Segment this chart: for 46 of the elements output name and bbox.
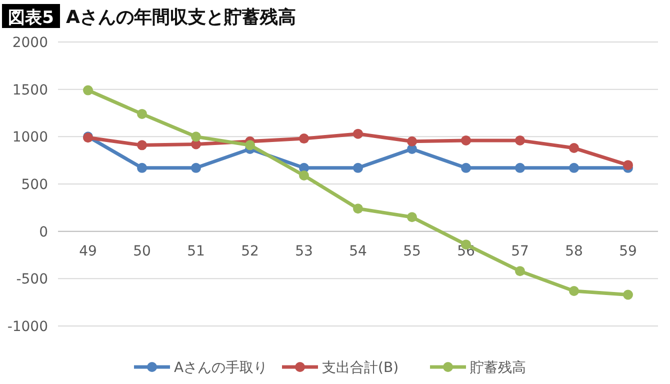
chart-title: Aさんの年間収支と貯蓄残高 [66, 7, 296, 28]
point [137, 108, 147, 119]
x-tick-label: 51 [187, 243, 205, 260]
x-tick-label: 59 [619, 243, 637, 260]
point [569, 162, 579, 173]
point [515, 135, 525, 146]
point [623, 160, 633, 170]
point [569, 286, 579, 296]
point [191, 162, 201, 173]
point [623, 290, 633, 300]
x-tick-label: 54 [349, 243, 367, 260]
point [407, 136, 417, 146]
y-tick-label: -1000 [7, 319, 48, 335]
point [191, 132, 201, 142]
y-tick-label: 0 [39, 224, 48, 240]
x-tick-label: 52 [241, 243, 259, 260]
point [83, 85, 93, 96]
point [299, 134, 309, 144]
point [353, 128, 363, 139]
point [353, 204, 363, 214]
text: 図表5 [8, 8, 54, 28]
x-tick-label: 49 [79, 243, 97, 260]
y-tick-label: 500 [21, 177, 48, 193]
point [245, 140, 255, 150]
legend-label: 貯蓄残高 [470, 360, 526, 376]
legend-label: Aさんの手取り [174, 360, 268, 376]
x-tick-label: 58 [565, 243, 583, 260]
x-tick-label: 55 [403, 243, 421, 260]
point [515, 162, 525, 173]
x-tick-label: 57 [511, 243, 529, 260]
point [137, 162, 147, 173]
y-tick-label: 2000 [12, 35, 48, 51]
point [461, 135, 471, 146]
point [137, 140, 147, 150]
y-tick-label: 1000 [12, 130, 48, 146]
y-tick-label: 1500 [12, 82, 48, 98]
x-tick-label: 53 [295, 243, 313, 260]
point [407, 212, 417, 222]
point [353, 162, 363, 173]
point [515, 266, 525, 276]
point [569, 143, 579, 154]
y-tick-label: -500 [16, 272, 48, 288]
x-tick-label: 50 [133, 243, 151, 260]
point [461, 162, 471, 173]
point [299, 170, 309, 180]
legend-label: 支出合計(B) [322, 360, 399, 376]
